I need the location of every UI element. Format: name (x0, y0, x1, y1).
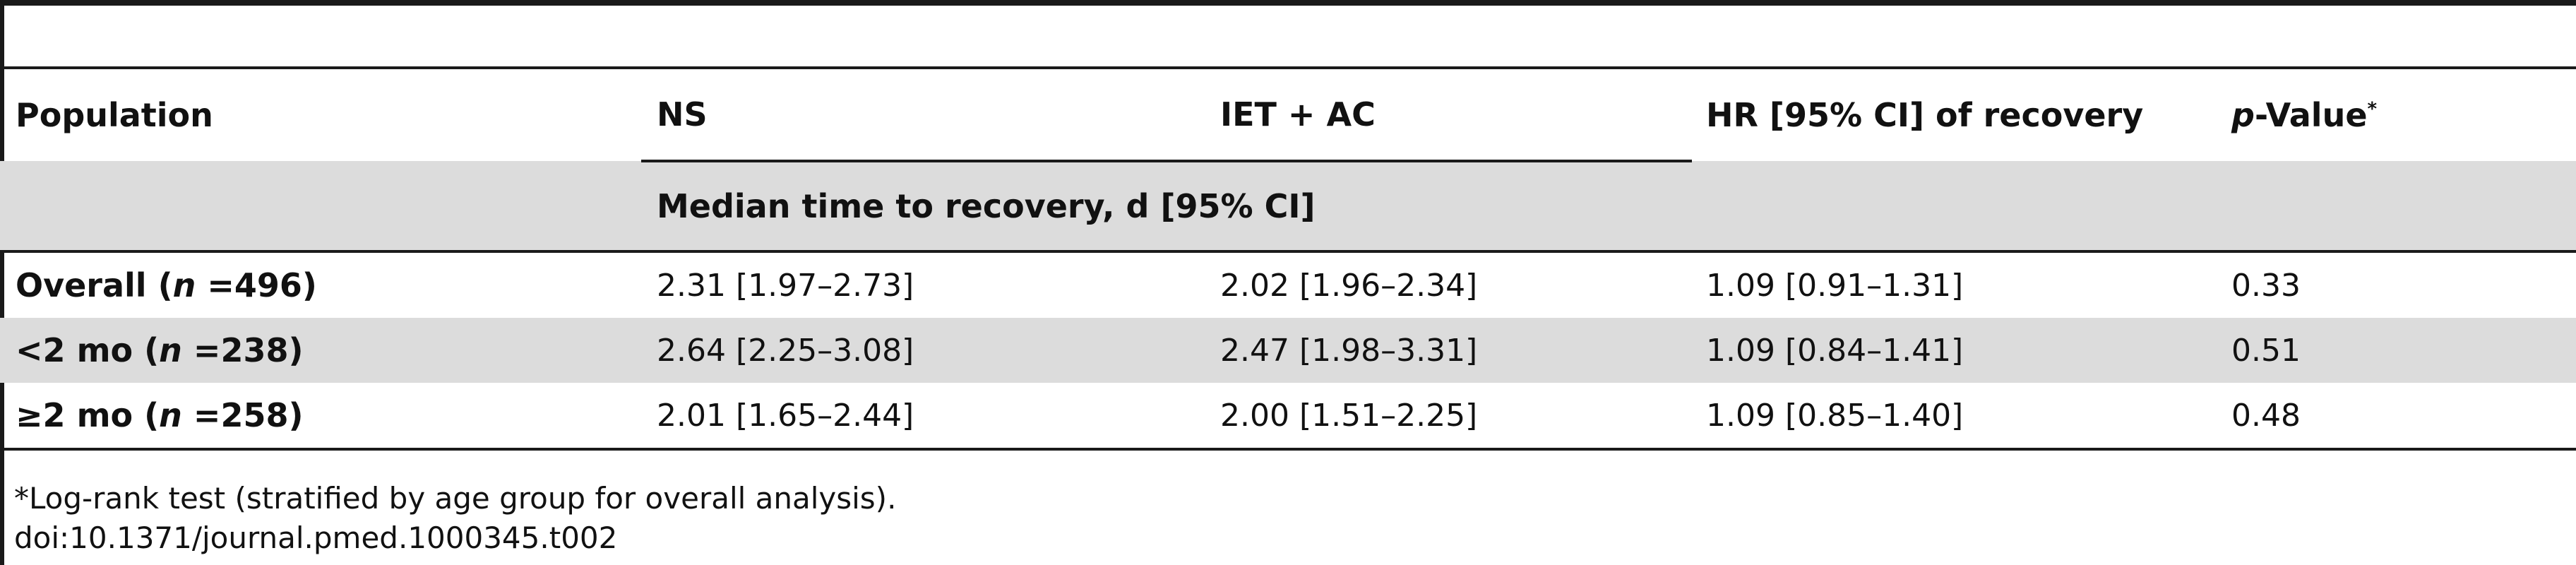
header-p-footnote-mark: * (2367, 98, 2378, 120)
left-border-rule (0, 0, 4, 565)
cell-hr: 1.09 [0.84–1.41] (1692, 318, 2212, 383)
results-table: Population NS IET + AC HR [95% CI] of re… (0, 66, 2576, 451)
row-label-n: n (159, 331, 182, 369)
subheader-median-time: Median time to recovery, d [95% CI] (641, 160, 1692, 251)
cell-iet-ac: 2.02 [1.96–2.34] (1220, 267, 1478, 304)
row-label-suffix: =258) (181, 396, 304, 434)
row-label-prefix: Overall ( (16, 266, 173, 304)
header-p-value: p-Value* (2212, 66, 2576, 161)
cell-iet-ac: 2.47 [1.98–3.31] (1205, 318, 1692, 383)
row-label-n: n (159, 396, 182, 434)
header-p-italic: p (2231, 96, 2255, 134)
header-row: Population NS IET + AC HR [95% CI] of re… (0, 66, 2576, 161)
row-label-prefix: <2 mo ( (16, 331, 160, 369)
row-label-suffix: =496) (196, 266, 317, 304)
row-label: ≥2 mo (n =258) (0, 383, 641, 451)
cell-hr: 1.09 [0.85–1.40] (1692, 383, 2212, 451)
row-label-n: n (172, 266, 196, 304)
row-label-prefix: ≥2 mo ( (16, 396, 160, 434)
table-header: Population NS IET + AC HR [95% CI] of re… (0, 66, 2576, 251)
footnote-text: *Log-rank test (stratified by age group … (14, 481, 897, 516)
header-iet-ac: IET + AC (1205, 66, 1692, 161)
table-row-under-2mo: <2 mo (n =238) 2.64 [2.25–3.08] 2.47 [1.… (0, 318, 2576, 383)
top-border-rule (0, 0, 2576, 6)
row-label: Overall (n =496) (0, 251, 641, 318)
cell-p-value: 0.33 (2231, 267, 2301, 304)
cell-ns: 2.64 [2.25–3.08] (641, 318, 1205, 383)
cell-iet-ac: 2.00 [1.51–2.25] (1205, 383, 1692, 451)
table-row-over-2mo: ≥2 mo (n =258) 2.01 [1.65–2.44] 2.00 [1.… (0, 383, 2576, 451)
subheader-empty-cell (1692, 161, 2212, 251)
subheader-empty-cell (2212, 161, 2576, 251)
header-p-rest: -Value (2254, 96, 2368, 134)
cell-ns: 2.01 [1.65–2.44] (641, 383, 1205, 451)
results-table-container: Population NS IET + AC HR [95% CI] of re… (0, 66, 2576, 451)
header-hr: HR [95% CI] of recovery (1692, 66, 2212, 161)
subheader-row: Median time to recovery, d [95% CI] (0, 160, 2576, 251)
subheader-empty-cell (0, 161, 641, 251)
cell-p-value: 0.51 (2212, 318, 2576, 383)
table-row-overall: Overall (n =496) 2.31 [1.97–2.73] 2.02 [… (0, 251, 2576, 318)
cell-hr: 1.09 [0.91–1.31] (1706, 267, 1964, 304)
row-label-suffix: =238) (181, 331, 304, 369)
table-body: Overall (n =496) 2.31 [1.97–2.73] 2.02 [… (0, 251, 2576, 451)
header-ns: NS (641, 66, 1205, 161)
header-population: Population (0, 66, 641, 161)
doi-text: doi:10.1371/journal.pmed.1000345.t002 (14, 521, 618, 555)
row-label: <2 mo (n =238) (0, 318, 641, 383)
cell-ns: 2.31 [1.97–2.73] (657, 267, 914, 304)
table-footnote: *Log-rank test (stratified by age group … (14, 479, 896, 558)
cell-p-value: 0.48 (2212, 383, 2576, 451)
